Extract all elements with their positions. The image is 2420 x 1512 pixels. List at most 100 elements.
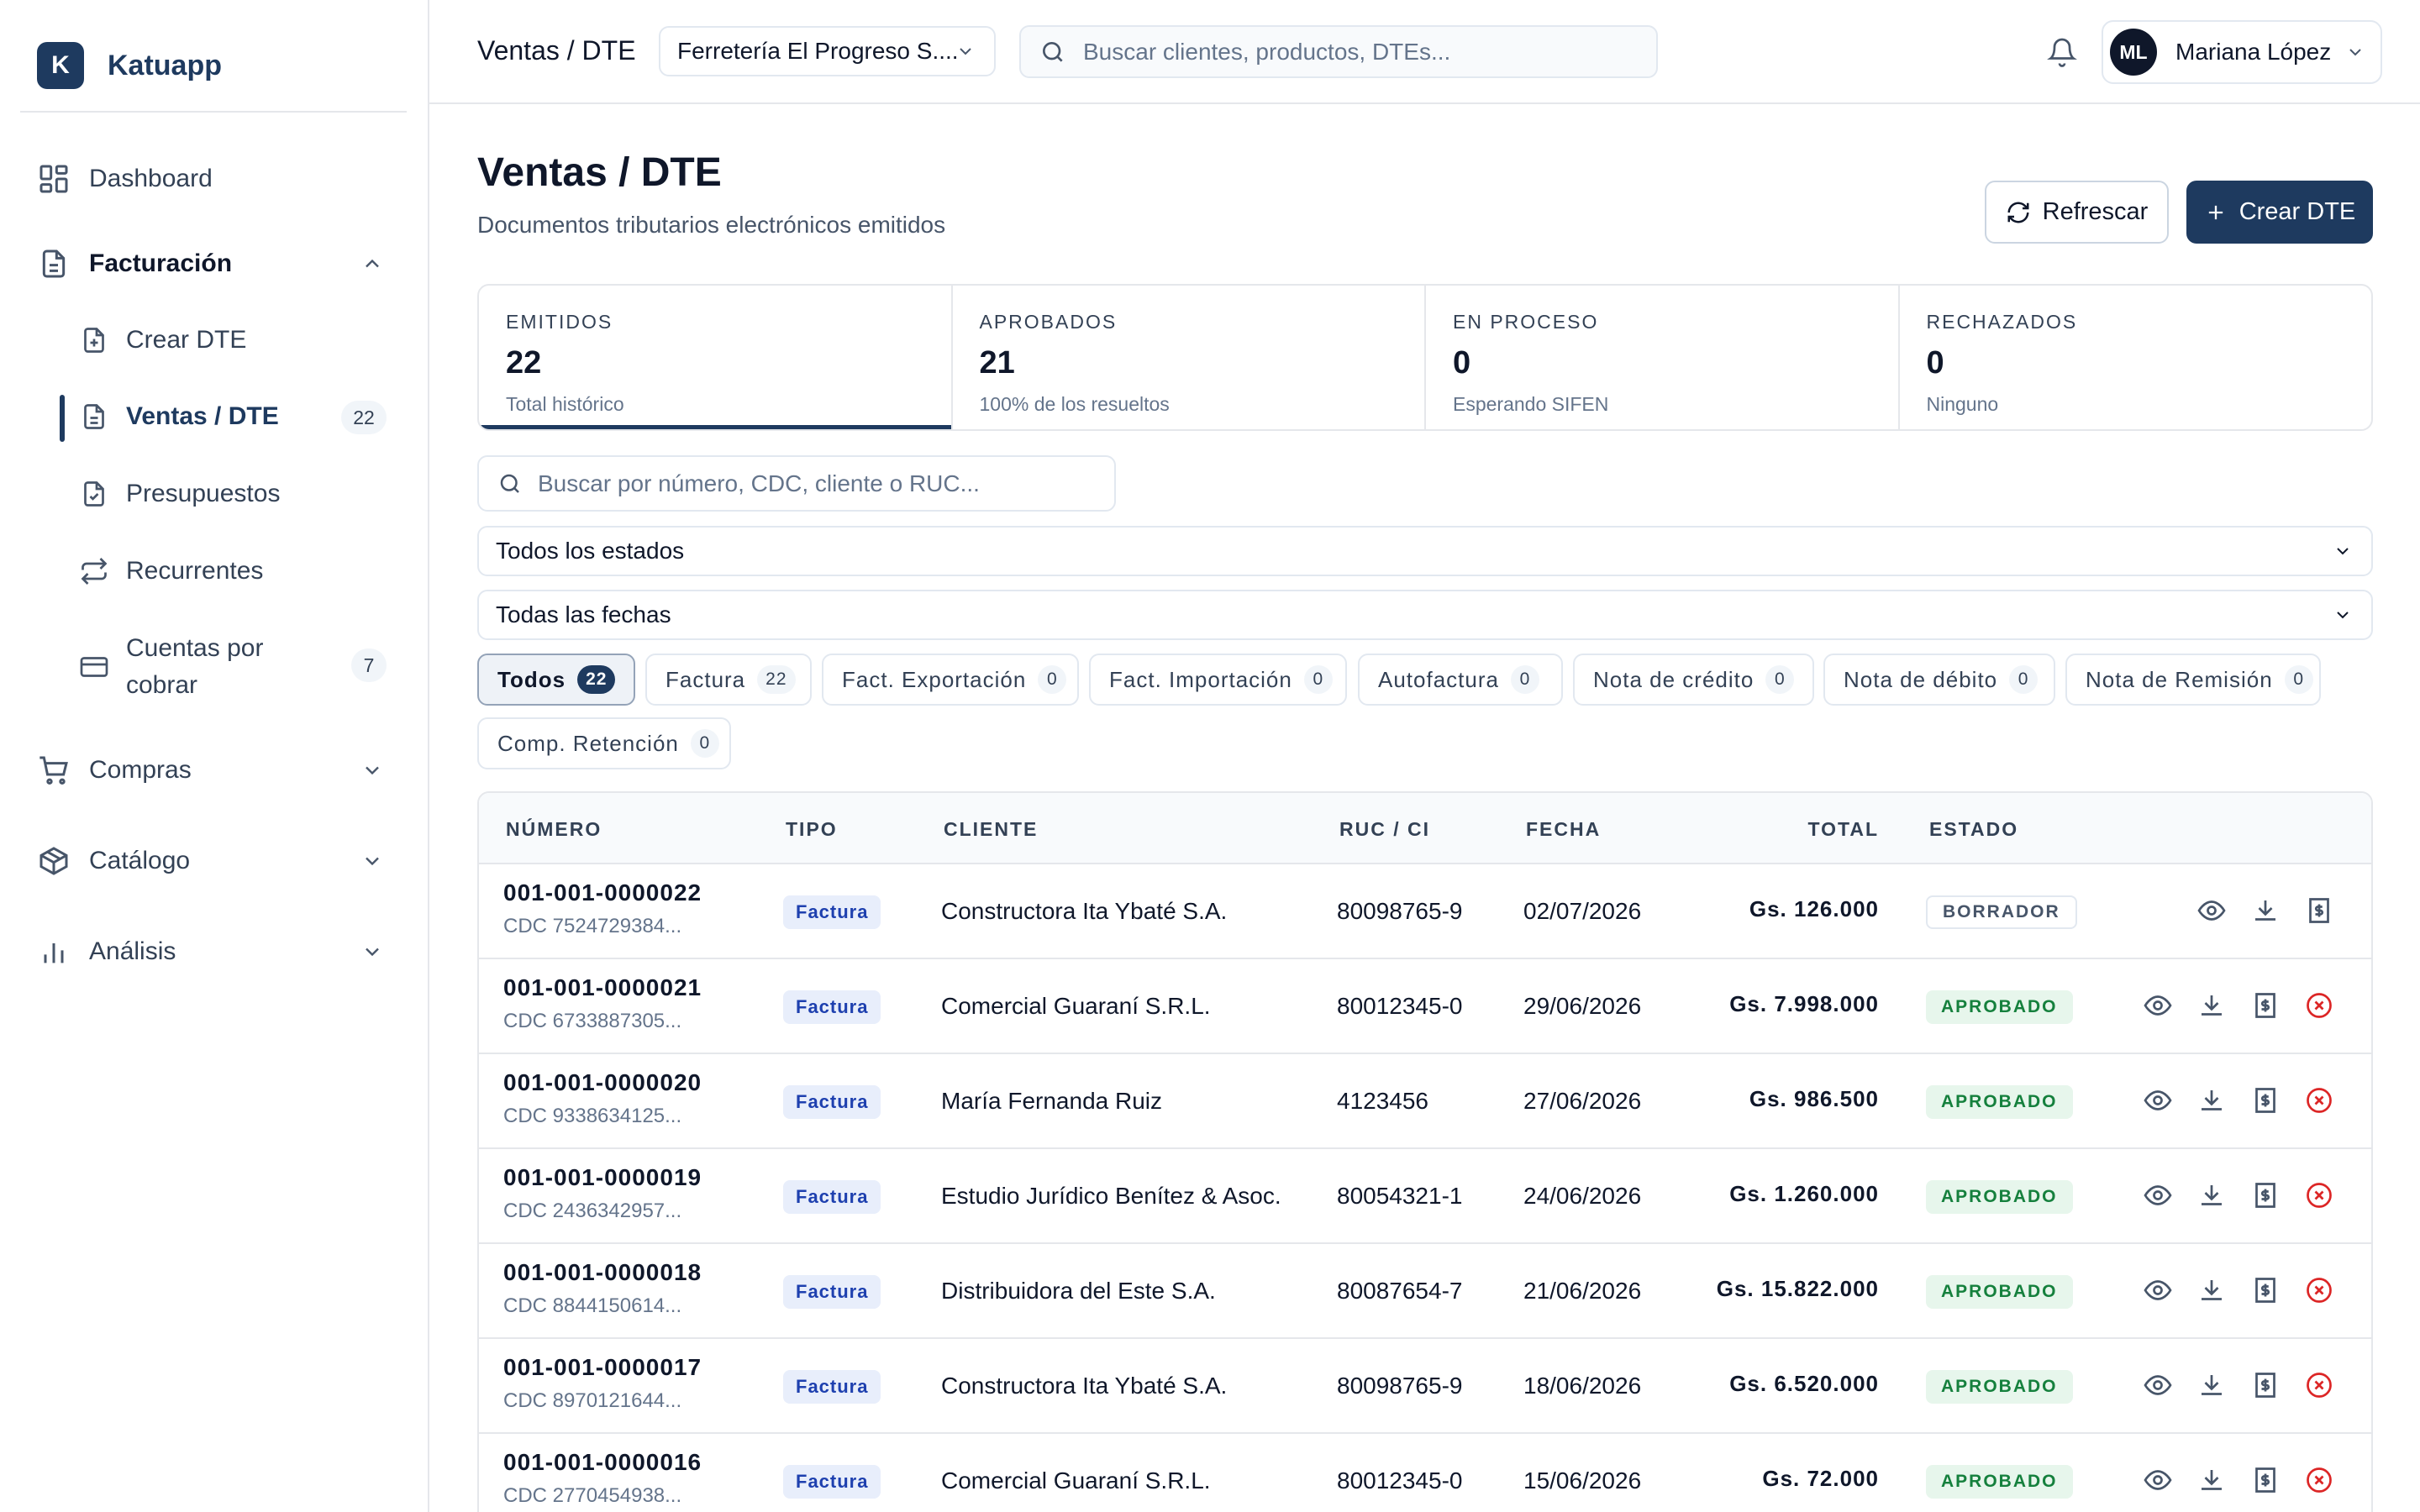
- download-icon[interactable]: [2196, 1465, 2227, 1495]
- total-value: Gs. 7.998.000: [1729, 991, 1879, 1016]
- eye-icon[interactable]: [2143, 1180, 2173, 1210]
- chip-autofactura[interactable]: Autofactura 0: [1358, 654, 1563, 706]
- x-circle-icon[interactable]: [2304, 1085, 2334, 1116]
- stat-en-proceso[interactable]: EN PROCESO 0 Esperando SIFEN: [1426, 286, 1900, 429]
- x-circle-icon[interactable]: [2304, 1465, 2334, 1495]
- receipt-icon[interactable]: [2250, 990, 2281, 1021]
- table-row[interactable]: 001-001-0000018 CDC 8844150614... Factura D…: [479, 1244, 2371, 1339]
- user-menu[interactable]: ML Mariana López: [2102, 20, 2382, 84]
- sidebar-item-presupuestos[interactable]: Presupuestos: [79, 479, 280, 509]
- th-estado[interactable]: ESTADO: [1929, 818, 2019, 840]
- total-value: Gs. 72.000: [1762, 1466, 1879, 1491]
- status-badge: APROBADO: [1926, 1275, 2073, 1309]
- table-row[interactable]: 001-001-0000022 CDC 7524729384... Factura C…: [479, 864, 2371, 959]
- download-icon[interactable]: [2250, 895, 2281, 926]
- company-selector[interactable]: Ferretería El Progreso S....: [659, 26, 996, 76]
- stat-rechazados[interactable]: RECHAZADOS 0 Ninguno: [1900, 286, 2372, 429]
- th-fecha[interactable]: FECHA: [1526, 818, 1602, 840]
- eye-icon[interactable]: [2196, 895, 2227, 926]
- receipt-icon[interactable]: [2250, 1180, 2281, 1210]
- eye-icon[interactable]: [2143, 1370, 2173, 1400]
- eye-icon[interactable]: [2143, 1465, 2173, 1495]
- chip-nota-debito[interactable]: Nota de débito 0: [1823, 654, 2055, 706]
- dte-cdc: CDC 7524729384...: [503, 915, 682, 937]
- table-row[interactable]: 001-001-0000016 CDC 2770454938... Factura C…: [479, 1434, 2371, 1512]
- th-tipo[interactable]: TIPO: [786, 818, 838, 840]
- download-icon[interactable]: [2196, 1370, 2227, 1400]
- chip-factura[interactable]: Factura 22: [645, 654, 812, 706]
- download-icon[interactable]: [2196, 1085, 2227, 1116]
- x-circle-icon[interactable]: [2304, 1275, 2334, 1305]
- x-circle-icon[interactable]: [2304, 990, 2334, 1021]
- cuentas-count-badge: 7: [351, 648, 387, 682]
- global-search-input[interactable]: [1083, 38, 1621, 66]
- download-icon[interactable]: [2196, 1275, 2227, 1305]
- nav-compras-label: Compras: [89, 756, 192, 784]
- stat-emitidos[interactable]: EMITIDOS 22 Total histórico: [479, 286, 953, 429]
- nav-dashboard[interactable]: Dashboard: [37, 162, 213, 196]
- chip-nota-remision[interactable]: Nota de Remisión 0: [2065, 654, 2321, 706]
- table-row[interactable]: 001-001-0000021 CDC 6733887305... Factura C…: [479, 959, 2371, 1054]
- fecha-select[interactable]: Todas las fechas: [477, 590, 2373, 640]
- create-dte-button[interactable]: Crear DTE: [2186, 181, 2373, 244]
- fecha-value: 29/06/2026: [1523, 993, 1642, 1019]
- th-numero[interactable]: NÚMERO: [506, 818, 602, 840]
- eye-icon[interactable]: [2143, 1085, 2173, 1116]
- nav-facturacion[interactable]: Facturación: [37, 247, 379, 281]
- dte-number[interactable]: 001-001-0000021: [503, 974, 702, 1000]
- create-dte-label: Crear DTE: [2238, 198, 2356, 225]
- stat-value: 21: [979, 345, 1015, 381]
- bell-icon[interactable]: [2047, 37, 2077, 67]
- nav-catalogo[interactable]: Catálogo: [37, 844, 379, 878]
- sidebar-item-recurrentes[interactable]: Recurrentes: [79, 556, 263, 586]
- table-row[interactable]: 001-001-0000017 CDC 8970121644... Factura C…: [479, 1339, 2371, 1434]
- chip-fact-importacion[interactable]: Fact. Importación 0: [1089, 654, 1347, 706]
- sidebar-item-ventas-dte[interactable]: Ventas / DTE: [79, 402, 279, 432]
- chip-fact-exportacion[interactable]: Fact. Exportación 0: [822, 654, 1079, 706]
- chip-nota-credito[interactable]: Nota de crédito 0: [1573, 654, 1814, 706]
- x-circle-icon[interactable]: [2304, 1180, 2334, 1210]
- sidebar-item-crear-dte[interactable]: Crear DTE: [79, 325, 246, 355]
- ruc-value: 4123456: [1337, 1088, 1429, 1114]
- sidebar-item-cuentas-por-cobrar[interactable]: Cuentas por cobrar: [79, 630, 263, 704]
- th-ruc[interactable]: RUC / CI: [1339, 818, 1430, 840]
- th-cliente[interactable]: CLIENTE: [944, 818, 1039, 840]
- table-row[interactable]: 001-001-0000019 CDC 2436342957... Factura E…: [479, 1149, 2371, 1244]
- chip-todos[interactable]: Todos 22: [477, 654, 635, 706]
- table-row[interactable]: 001-001-0000020 CDC 9338634125... Factura M…: [479, 1054, 2371, 1149]
- dte-number[interactable]: 001-001-0000016: [503, 1449, 702, 1475]
- receipt-icon[interactable]: [2250, 1370, 2281, 1400]
- dte-number[interactable]: 001-001-0000019: [503, 1164, 702, 1190]
- dte-number[interactable]: 001-001-0000020: [503, 1069, 702, 1095]
- x-circle-icon[interactable]: [2304, 1370, 2334, 1400]
- th-total[interactable]: TOTAL: [1807, 818, 1879, 840]
- eye-icon[interactable]: [2143, 990, 2173, 1021]
- nav-analisis[interactable]: Análisis: [37, 935, 379, 969]
- dte-cdc: CDC 8844150614...: [503, 1294, 682, 1317]
- nav-compras[interactable]: Compras: [37, 753, 379, 787]
- table-search[interactable]: [477, 455, 1116, 512]
- chip-comp-retencion[interactable]: Comp. Retención 0: [477, 717, 731, 769]
- eye-icon[interactable]: [2143, 1275, 2173, 1305]
- dte-number[interactable]: 001-001-0000017: [503, 1354, 702, 1380]
- dte-number[interactable]: 001-001-0000022: [503, 879, 702, 906]
- receipt-icon[interactable]: [2304, 895, 2334, 926]
- estado-select[interactable]: Todos los estados: [477, 526, 2373, 576]
- download-icon[interactable]: [2196, 1180, 2227, 1210]
- brand[interactable]: K Katuapp: [20, 20, 407, 113]
- fecha-value: 02/07/2026: [1523, 898, 1642, 924]
- download-icon[interactable]: [2196, 990, 2227, 1021]
- receipt-icon[interactable]: [2250, 1085, 2281, 1116]
- status-badge: APROBADO: [1926, 1180, 2073, 1214]
- dte-number[interactable]: 001-001-0000018: [503, 1259, 702, 1285]
- cart-icon: [39, 756, 68, 785]
- cliente-name: Comercial Guaraní S.R.L.: [941, 1467, 1211, 1494]
- table-search-input[interactable]: [538, 470, 1092, 497]
- global-search[interactable]: [1019, 25, 1658, 78]
- stat-aprobados[interactable]: APROBADOS 21 100% de los resueltos: [953, 286, 1426, 429]
- refresh-button[interactable]: Refrescar: [1985, 181, 2169, 244]
- dashboard-grid-icon: [39, 165, 68, 193]
- chip-count: 0: [2009, 665, 2039, 694]
- receipt-icon[interactable]: [2250, 1465, 2281, 1495]
- receipt-icon[interactable]: [2250, 1275, 2281, 1305]
